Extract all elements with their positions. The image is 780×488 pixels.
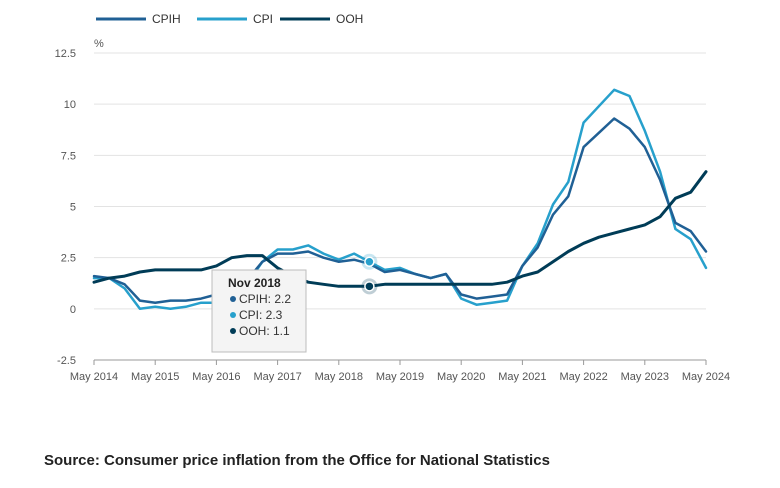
x-axis: May 2014 May 2015 May 2016 May 2017 May 2018…	[70, 359, 730, 383]
chart-legend: CPIH CPI OOH	[96, 12, 363, 26]
legend-label-ooh: OOH	[336, 12, 363, 26]
tooltip-row-ooh: OOH: 1.1	[239, 324, 290, 338]
gridlines	[94, 52, 706, 361]
legend-label-cpih: CPIH	[152, 12, 181, 26]
y-tick-label: 12.5	[55, 48, 76, 60]
x-tick-label: May 2021	[498, 371, 546, 383]
tooltip-dot-cpih	[230, 296, 236, 302]
y-axis: -2.5 0 2.5 5 7.5 10 12.5%	[55, 38, 104, 367]
y-tick-label: 10	[64, 99, 76, 111]
tooltip-box	[211, 269, 307, 353]
legend-label-cpi: CPI	[253, 12, 273, 26]
y-tick-label: 7.5	[61, 150, 76, 162]
x-tick-label: May 2019	[376, 371, 424, 383]
y-tick-label: 2.5	[61, 253, 76, 265]
series-line-ooh	[92, 170, 708, 288]
hover-markers	[361, 253, 378, 295]
tooltip-row-cpi: CPI: 2.3	[239, 308, 283, 322]
x-tick-label: May 2016	[192, 371, 240, 383]
tooltip-row-cpih: CPIH: 2.2	[239, 292, 291, 306]
x-tick-label: May 2023	[621, 371, 669, 383]
source-note: Source: Consumer price inflation from th…	[44, 452, 550, 469]
marker-point-cpi	[364, 256, 375, 268]
x-tick-label: May 2017	[253, 371, 301, 383]
x-tick-label: May 2015	[131, 371, 179, 383]
y-tick-label: 0	[70, 304, 76, 316]
series-line-cpih	[92, 117, 708, 304]
chart-tooltip: Nov 2018 CPIH: 2.2 CPI: 2.3 OOH: 1.1	[211, 269, 307, 353]
tooltip-dot-ooh	[230, 328, 236, 334]
x-tick-label: May 2020	[437, 371, 485, 383]
tooltip-title: Nov 2018	[228, 276, 281, 290]
marker-point-ooh	[364, 281, 375, 292]
x-tick-label: May 2014	[70, 371, 118, 383]
tooltip-dot-cpi	[230, 312, 236, 318]
x-tick-label: May 2022	[559, 371, 607, 383]
y-tick-label: -2.5	[57, 355, 76, 367]
series-line-cpi	[92, 88, 708, 311]
x-tick-label: May 2024	[682, 371, 730, 383]
y-axis-unit: %	[94, 38, 104, 50]
y-tick-label: 5	[70, 202, 76, 214]
series-lines	[92, 88, 708, 311]
x-tick-label: May 2018	[315, 371, 363, 383]
